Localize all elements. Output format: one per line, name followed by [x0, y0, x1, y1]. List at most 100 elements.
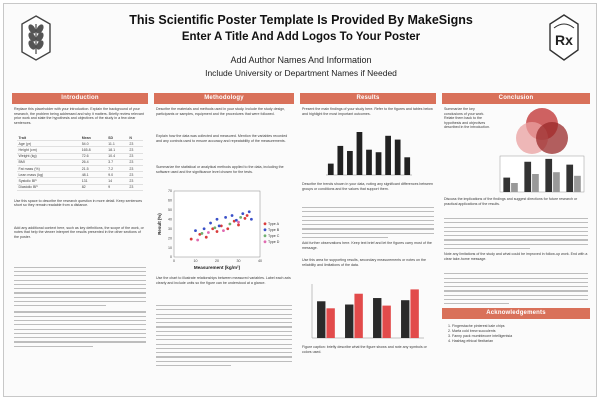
venn-circle-right: [536, 122, 568, 154]
results-paragraph-2: Describe the trends shown in your data, …: [302, 182, 433, 191]
scatter-point: [207, 231, 210, 234]
legend-label: Type B: [268, 228, 280, 232]
bar: [524, 161, 532, 192]
results-paragraph-4: Use this area for supporting results, se…: [302, 258, 427, 267]
wheat-emblem-icon: [21, 15, 51, 61]
results-paragraph-3: Add further observations here. Keep text…: [302, 241, 432, 250]
methodology-column: Methodology Describe the materials and m…: [154, 93, 294, 389]
scatter-point: [213, 226, 217, 230]
results-figure-caption: Figure caption: briefly describe what th…: [302, 345, 427, 354]
rx-prescription-icon: Rx: [549, 14, 579, 61]
table-cell: Lean mass (kg): [17, 171, 81, 179]
introduction-heading: Introduction: [12, 93, 148, 104]
legend-marker: [263, 240, 267, 244]
conclusion-top-block: Summarize the key conclusions of your wo…: [442, 104, 590, 194]
venn-diagram: [516, 108, 568, 154]
table-cell: 10.4: [107, 153, 129, 160]
table-row: Fat mass (%) 21.5 7.2 23: [17, 165, 143, 173]
bar: [404, 157, 411, 175]
acknowledgements-heading: Acknowledgements: [442, 308, 590, 320]
results-grouped-bar-chart: [311, 284, 424, 339]
table-column-header: Trait: [17, 135, 81, 142]
scatter-chart: 0 10 20 30 40 0 10 20 30 40 50 60 70 Measurement (kg/…: [157, 189, 280, 270]
bar: [366, 149, 372, 175]
scatter-point: [196, 238, 200, 242]
scatter-point: [200, 232, 204, 235]
bar: [337, 145, 344, 175]
bar: [503, 177, 511, 192]
results-column: Results Present the main findings of you…: [300, 93, 436, 389]
bar: [327, 163, 334, 175]
table-cell: Fat mass (%): [17, 165, 81, 173]
bar: [401, 300, 410, 339]
results-text-placeholder-lines-1: [302, 207, 434, 239]
bar: [574, 175, 581, 192]
y-tick-label: 70: [168, 189, 172, 193]
methodology-heading: Methodology: [154, 93, 294, 104]
methodology-paragraph-2: Explain how the data was collected and m…: [156, 134, 288, 143]
list-item: 4. Hashtag ethical flexitarian: [448, 339, 494, 344]
table-cell: 72.6: [80, 153, 108, 160]
scatter-point: [211, 227, 215, 231]
table-cell: 23: [128, 146, 143, 154]
table-cell: 23: [128, 159, 143, 166]
table-cell: 23: [128, 184, 143, 191]
table-cell: 23: [128, 177, 143, 185]
table-row: Height (cm) 165.8 18.1 23: [17, 146, 143, 154]
results-heading: Results: [300, 93, 436, 104]
bar: [345, 304, 354, 339]
scatter-point: [217, 224, 221, 228]
scatter-point: [202, 227, 206, 231]
table-cell: 21.5: [80, 165, 108, 173]
results-paragraph-1: Present the main findings of your study …: [302, 107, 433, 116]
rx-logo-text: Rx: [555, 32, 573, 48]
scatter-point: [247, 210, 251, 214]
conclusion-column: Conclusion Summarize the key conclusions…: [442, 93, 590, 389]
scatter-point: [209, 221, 212, 225]
table-cell: 54.0: [80, 140, 108, 148]
list-item: 1. Fingerstache pinterest kale chips: [448, 324, 505, 329]
scatter-points: [189, 210, 253, 242]
x-tick-label: 0: [173, 259, 175, 263]
methodology-text-placeholder-lines: [156, 305, 292, 367]
scatter-point: [243, 216, 247, 220]
table-cell: BMI: [17, 159, 81, 166]
scatter-point: [219, 224, 223, 228]
methodology-paragraph-4: Use the chart to illustrate relationship…: [156, 276, 291, 285]
scatter-legend: Type A Type B Type C Type D: [263, 222, 280, 244]
y-tick-label: 0: [170, 255, 172, 259]
bar: [553, 172, 560, 192]
scatter-point: [224, 216, 227, 219]
bar: [394, 139, 401, 175]
conclusion-figures: [499, 108, 585, 193]
bar: [385, 135, 391, 175]
legend-label: Type C: [268, 234, 280, 238]
bar: [382, 305, 391, 339]
scatter-point: [237, 223, 240, 227]
y-tick-label: 40: [168, 217, 172, 221]
table-row: Diastolic BP 82 9 23: [17, 184, 143, 191]
scatter-point: [215, 217, 219, 221]
bar: [410, 289, 419, 339]
scatter-axes: 0 10 20 30 40 0 10 20 30 40 50 60 70 Measurement (kg/…: [157, 189, 262, 270]
poster-title-line-1: This Scientific Poster Template Is Provi…: [129, 13, 473, 27]
author-names: Add Author Names And Information: [230, 55, 372, 65]
table-column-header: Mean: [80, 135, 108, 142]
legend-marker: [263, 234, 267, 238]
table-row: Lean mass (kg) 48.1 9.0 23: [17, 171, 143, 179]
x-tick-label: 10: [194, 259, 198, 263]
methodology-paragraph-1: Describe the materials and methods used …: [156, 107, 286, 116]
conclusion-text-placeholder-lines-2: [444, 273, 588, 305]
list-item: 2. Marfa cold brew succulents: [448, 329, 496, 334]
y-tick-label: 60: [168, 199, 172, 203]
table-cell: 11.1: [107, 140, 129, 148]
x-axis-label: Measurement (kg/m²): [194, 265, 241, 270]
scatter-point: [194, 229, 197, 232]
y-axis-label: Result (%): [157, 213, 162, 235]
bar: [356, 132, 363, 175]
scatter-point: [241, 212, 245, 216]
bar: [347, 150, 353, 175]
bar: [532, 174, 539, 192]
bar: [373, 298, 382, 339]
table-cell: Weight (kg): [17, 153, 81, 160]
